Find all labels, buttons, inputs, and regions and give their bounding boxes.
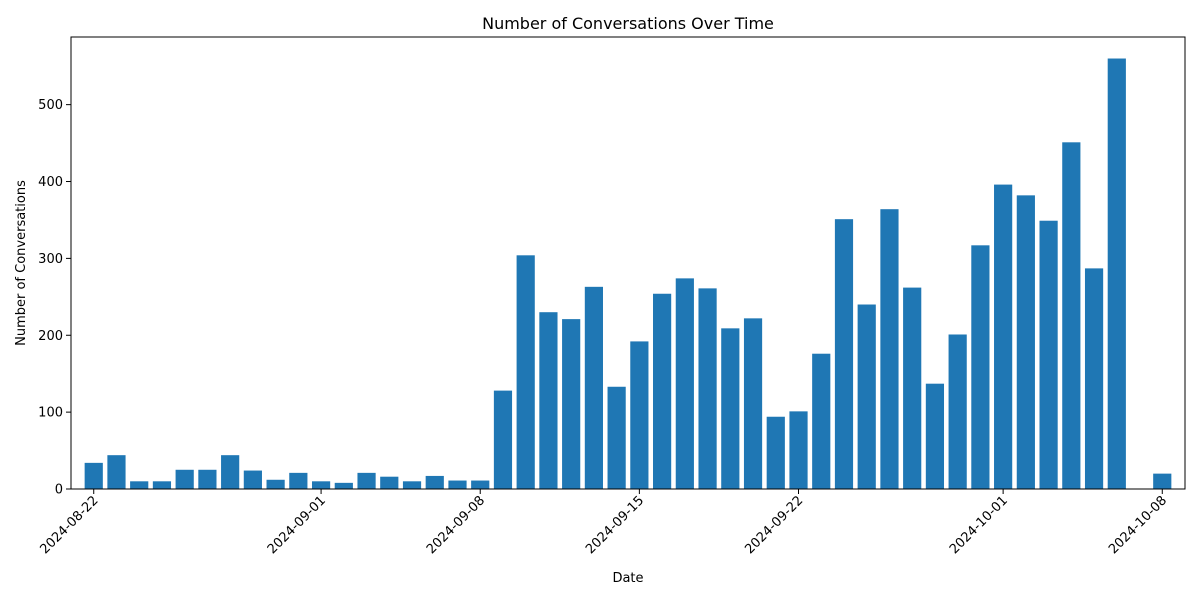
y-tick-label: 200 [38,329,63,344]
bar-2024-09-19 [721,328,740,489]
bar-2024-09-12 [562,319,581,489]
x-axis-ticks: 2024-08-22 2024-09-01 2024-09-08 2024-09-15… [38,489,1170,557]
bar-2024-10-03 [1039,220,1058,489]
x-tick-label: 2024-09-08 [424,493,488,557]
y-tick-label: 400 [38,175,63,190]
bar-2024-09-26 [880,209,899,489]
y-axis-ticks: 0 100 200 300 400 500 [38,98,71,498]
bar-2024-08-28 [221,455,240,489]
bar-2024-08-29 [243,470,262,489]
bar-2024-10-06 [1107,58,1126,490]
y-axis-label: Number of Conversations [14,180,29,346]
bar-2024-08-22 [84,462,103,489]
bar-2024-09-29 [948,334,967,489]
bar-2024-09-11 [539,312,558,489]
bar-2024-09-16 [653,293,672,489]
bar-2024-09-13 [584,286,603,489]
bar-2024-09-14 [607,386,626,489]
bar-2024-09-07 [448,480,467,489]
bar-2024-09-30 [971,245,990,489]
bars-group [84,58,1172,490]
chart-title: Number of Conversations Over Time [482,14,774,33]
bar-2024-09-25 [857,304,876,489]
x-tick-label: 2024-08-22 [38,493,102,557]
bar-2024-08-23 [107,455,126,489]
bar-2024-09-03 [357,472,376,489]
bar-2024-09-27 [903,287,922,489]
bar-2024-09-22 [789,411,808,489]
bar-2024-09-01 [311,481,331,489]
x-tick-label: 2024-10-08 [1106,493,1170,557]
bar-2024-08-31 [289,472,308,489]
bar-2024-09-15 [630,341,649,489]
y-tick-label: 100 [38,406,63,421]
bar-2024-10-01 [994,184,1013,489]
bar-2024-10-05 [1084,268,1104,489]
bar-2024-10-08 [1153,473,1172,489]
bar-2024-09-21 [766,416,785,489]
x-axis-label: Date [612,571,643,586]
bar-2024-09-23 [812,353,831,489]
bar-2024-09-08 [471,480,490,489]
bar-2024-08-24 [130,481,149,489]
bar-2024-09-18 [698,288,717,489]
bar-2024-08-26 [175,469,194,489]
bar-2024-08-30 [266,479,285,489]
x-tick-label: 2024-10-01 [947,493,1011,557]
bar-2024-09-10 [516,255,535,489]
bar-2024-09-28 [925,383,945,489]
plot-frame [70,36,1186,490]
x-tick-label: 2024-09-15 [583,493,647,557]
y-tick-label: 500 [38,98,63,113]
bar-2024-08-25 [152,481,172,489]
y-tick-label: 300 [38,252,63,267]
bar-2024-09-24 [834,219,854,489]
x-tick-label: 2024-09-01 [265,493,329,557]
bar-2024-09-17 [675,278,694,489]
y-tick-label: 0 [55,483,63,498]
bar-2024-10-02 [1016,195,1035,489]
x-tick-label: 2024-09-22 [742,493,806,557]
bar-2024-09-05 [402,481,422,489]
bar-2024-08-27 [198,469,217,489]
bar-2024-09-06 [425,475,444,489]
bar-2024-09-20 [743,318,763,489]
bar-2024-09-04 [380,476,399,489]
bar-2024-10-04 [1062,142,1081,489]
bar-2024-09-09 [493,390,513,489]
bar-2024-09-02 [334,482,353,489]
